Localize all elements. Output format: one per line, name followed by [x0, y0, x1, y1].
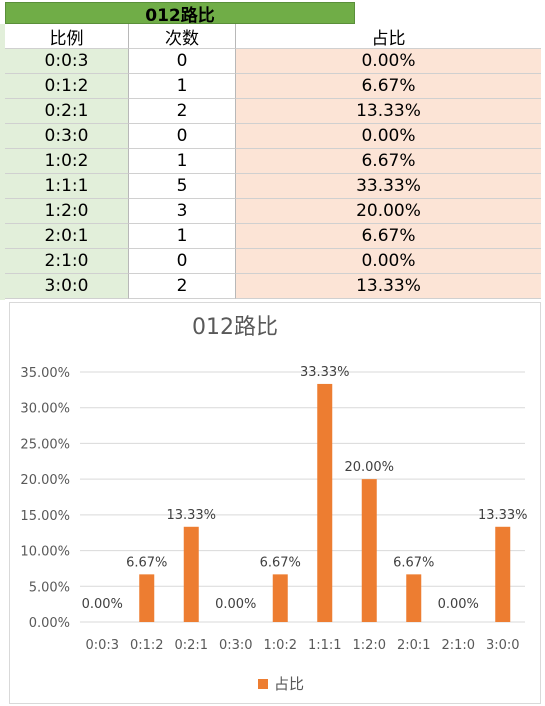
data-label: 13.33% [478, 508, 528, 523]
x-tick-label: 0:3:0 [219, 638, 253, 653]
data-label: 33.33% [300, 365, 350, 380]
data-label: 6.67% [393, 555, 434, 570]
table-row: 2:0:1 1 6.67% [0, 224, 545, 249]
cell-count[interactable]: 3 [129, 199, 236, 224]
legend: 占比 [258, 673, 304, 694]
table-header-row: 比例 次数 占比 [0, 24, 545, 49]
data-label: 0.00% [215, 597, 256, 612]
cell-count[interactable]: 0 [129, 249, 236, 274]
cell-count[interactable]: 5 [129, 174, 236, 199]
cell-ratio[interactable]: 0:3:0 [5, 124, 129, 149]
table-row: 0:3:0 0 0.00% [0, 124, 545, 149]
x-tick-label: 2:0:1 [397, 638, 431, 653]
table-row: 0:0:3 0 0.00% [0, 49, 545, 74]
table-row: 3:0:0 2 13.33% [0, 274, 545, 299]
chart-title: 012路比 [192, 315, 278, 340]
y-tick-label: 15.00% [20, 509, 70, 524]
x-tick-label: 0:2:1 [174, 638, 208, 653]
header-pct[interactable]: 占比 [236, 24, 541, 49]
data-label: 0.00% [438, 597, 479, 612]
x-tick-label: 2:1:0 [441, 638, 475, 653]
bar [183, 526, 199, 622]
table-row: 2:1:0 0 0.00% [0, 249, 545, 274]
y-tick-label: 35.00% [20, 366, 70, 381]
cell-count[interactable]: 1 [129, 224, 236, 249]
x-tick-label: 3:0:0 [486, 638, 520, 653]
cell-pct[interactable]: 6.67% [236, 149, 541, 174]
cell-pct[interactable]: 0.00% [236, 249, 541, 274]
cell-ratio[interactable]: 1:0:2 [5, 149, 129, 174]
cell-ratio[interactable]: 2:1:0 [5, 249, 129, 274]
bar-chart: 0.00% 5.00% 10.00% 15.00% 20.00% 25.00% 30.00%… [20, 365, 528, 653]
cell-pct[interactable]: 33.33% [236, 174, 541, 199]
header-ratio[interactable]: 比例 [5, 24, 129, 49]
cell-count[interactable]: 2 [129, 274, 236, 299]
y-tick-label: 5.00% [29, 580, 70, 595]
bar [406, 574, 422, 622]
cell-ratio[interactable]: 0:1:2 [5, 74, 129, 99]
header-count[interactable]: 次数 [129, 24, 236, 49]
cell-ratio[interactable]: 3:0:0 [5, 274, 129, 299]
cell-pct[interactable]: 0.00% [236, 124, 541, 149]
y-tick-label: 0.00% [29, 616, 70, 631]
table-title[interactable]: 012路比 [5, 2, 355, 26]
cell-pct[interactable]: 6.67% [236, 224, 541, 249]
data-label: 0.00% [82, 597, 123, 612]
data-label: 6.67% [126, 555, 167, 570]
legend-swatch [258, 678, 268, 689]
cell-pct[interactable]: 20.00% [236, 199, 541, 224]
cell-pct[interactable]: 6.67% [236, 74, 541, 99]
table-row: 0:1:2 1 6.67% [0, 74, 545, 99]
x-tick-label: 0:0:3 [85, 638, 119, 653]
cell-count[interactable]: 0 [129, 124, 236, 149]
y-tick-label: 10.00% [20, 545, 70, 560]
table-row: 1:0:2 1 6.67% [0, 149, 545, 174]
cell-count[interactable]: 1 [129, 149, 236, 174]
bar [495, 526, 511, 622]
bar [139, 574, 155, 622]
y-tick-label: 25.00% [20, 437, 70, 452]
row-gutter [0, 24, 5, 300]
bar [361, 479, 377, 622]
y-tick-label: 20.00% [20, 473, 70, 488]
cell-count[interactable]: 2 [129, 99, 236, 124]
bar [317, 383, 333, 622]
cell-ratio[interactable]: 1:2:0 [5, 199, 129, 224]
cell-pct[interactable]: 13.33% [236, 274, 541, 299]
cell-ratio[interactable]: 0:0:3 [5, 49, 129, 74]
data-label: 20.00% [344, 460, 394, 475]
data-label: 6.67% [260, 555, 301, 570]
cell-pct[interactable]: 0.00% [236, 49, 541, 74]
x-tick-label: 1:1:1 [308, 638, 342, 653]
table-row: 0:2:1 2 13.33% [0, 99, 545, 124]
y-tick-label: 30.00% [20, 402, 70, 417]
cell-pct[interactable]: 13.33% [236, 99, 541, 124]
table-row: 1:1:1 5 33.33% [0, 174, 545, 199]
legend-label: 占比 [274, 675, 305, 693]
cell-ratio[interactable]: 2:0:1 [5, 224, 129, 249]
x-tick-label: 1:0:2 [263, 638, 297, 653]
bar [272, 574, 288, 622]
chart-area[interactable]: 012路比 0.00% 5.00% 10.00% 15.00% 20.00% 25.00%… [9, 302, 541, 704]
cell-ratio[interactable]: 0:2:1 [5, 99, 129, 124]
cell-count[interactable]: 0 [129, 49, 236, 74]
x-tick-label: 0:1:2 [130, 638, 164, 653]
cell-count[interactable]: 1 [129, 74, 236, 99]
data-label: 13.33% [166, 508, 216, 523]
x-tick-label: 1:2:0 [352, 638, 386, 653]
cell-ratio[interactable]: 1:1:1 [5, 174, 129, 199]
table-row: 1:2:0 3 20.00% [0, 199, 545, 224]
